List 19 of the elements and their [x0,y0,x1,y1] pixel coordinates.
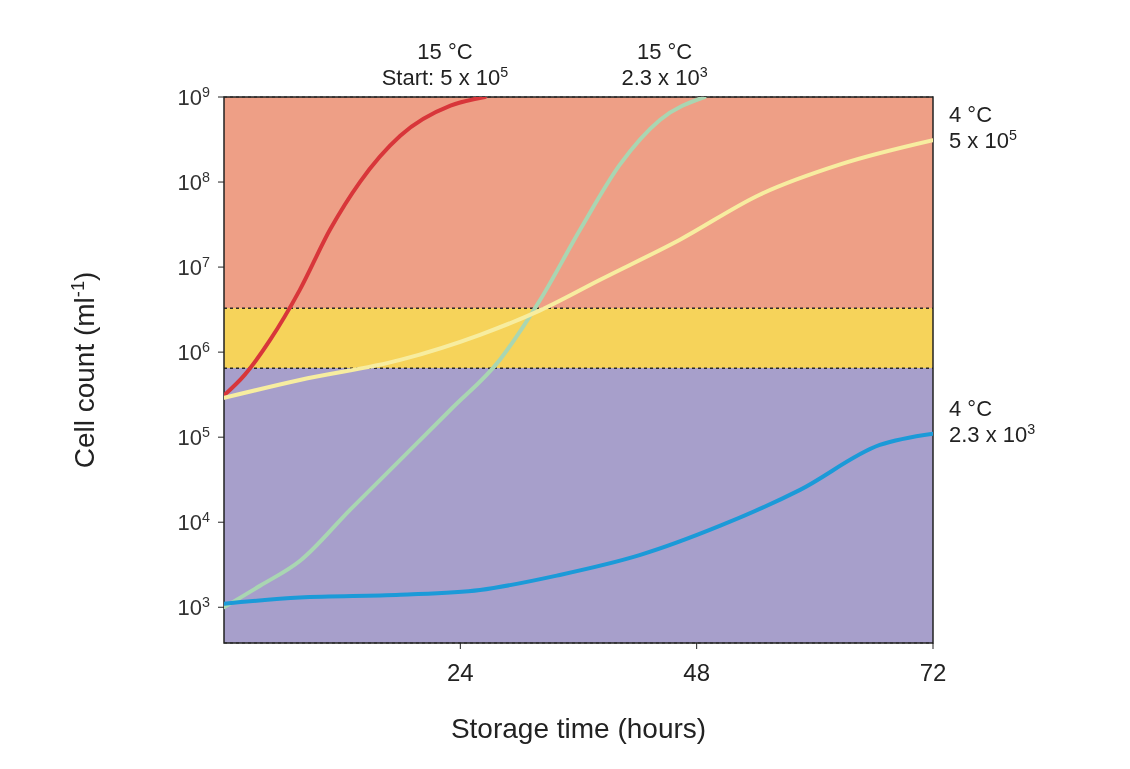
line-series [224,97,707,610]
y-tick-label: 10$^{6}$ [177,339,211,366]
series-label: 15 °C 2.3 x 10$^{3}$ [621,39,708,90]
y-tick-label: 10$^{8}$ [177,169,211,196]
y-tick-label: 10$^{7}$ [177,254,211,281]
x-tick-label: 72 [919,659,947,686]
x-tick-label: 48 [683,659,711,686]
line-series [224,138,933,400]
y-tick-label: 10$^{3}$ [177,594,211,621]
series-label: 15 °C Start: 5 x 10$^{5}$ [381,39,509,90]
y-tick-label: 10$^{5}$ [177,424,211,451]
x-tick-label: 24 [446,659,474,686]
x-axis-title: Storage time (hours) [450,713,707,744]
series-label: 4 °C 5 x 10$^{5}$ [949,102,1017,154]
line-series [224,97,487,398]
series-label: 4 °C 2.3 x 10$^{3}$ [949,395,1036,447]
y-tick-label: 10$^{9}$ [177,84,211,110]
y-tick-label: 10$^{4}$ [177,509,211,536]
line-series [224,431,933,606]
